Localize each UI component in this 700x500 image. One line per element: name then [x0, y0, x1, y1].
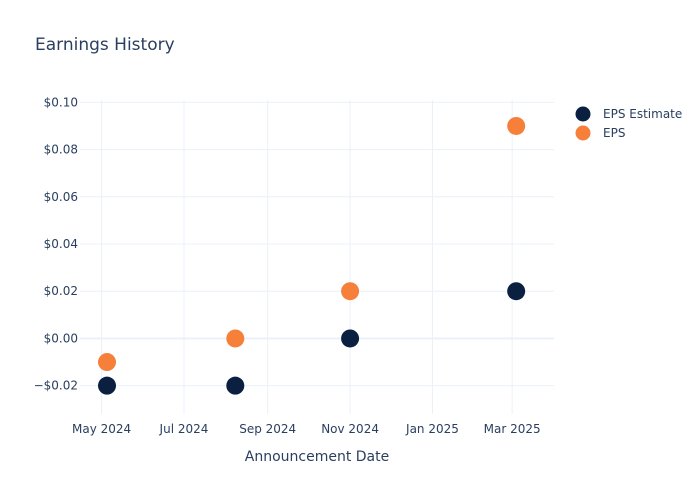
- x-axis-ticks: May 2024 Jul 2024 Sep 2024 Nov 2024 Jan 2025…: [72, 422, 541, 436]
- y-tick-label: −$0.02: [34, 379, 78, 393]
- x-axis-title: Announcement Date: [245, 449, 389, 465]
- x-tick-label: Nov 2024: [321, 422, 379, 436]
- data-point[interactable]: [98, 353, 117, 372]
- y-tick-label: $0.06: [44, 190, 78, 204]
- chart-title: Earnings History: [35, 35, 175, 55]
- legend-label: EPS: [603, 126, 625, 140]
- data-point[interactable]: [98, 376, 117, 395]
- legend-marker: [575, 125, 591, 141]
- legend-item[interactable]: EPS: [575, 125, 626, 141]
- y-axis-ticks: −$0.02 $0.00 $0.02 $0.04 $0.06 $0.08 $0.10: [34, 95, 78, 392]
- x-tick-label: Jul 2024: [159, 422, 209, 436]
- x-tick-label: May 2024: [72, 422, 131, 436]
- legend-label: EPS Estimate: [603, 107, 682, 121]
- x-tick-label: Mar 2025: [484, 422, 541, 436]
- legend[interactable]: EPS Estimate EPS: [575, 106, 683, 141]
- data-point[interactable]: [507, 116, 526, 135]
- data-point[interactable]: [226, 376, 245, 395]
- y-tick-label: $0.10: [44, 95, 78, 109]
- data-point[interactable]: [341, 282, 360, 301]
- x-tick-label: Sep 2024: [239, 422, 296, 436]
- y-tick-label: $0.08: [44, 143, 78, 157]
- legend-item[interactable]: EPS Estimate: [575, 106, 683, 122]
- data-point[interactable]: [341, 329, 360, 348]
- y-tick-label: $0.02: [44, 284, 78, 298]
- grid-layer: [80, 100, 554, 414]
- data-point[interactable]: [507, 282, 526, 301]
- data-point[interactable]: [226, 329, 245, 348]
- y-tick-label: $0.00: [44, 331, 78, 345]
- x-tick-label: Jan 2025: [405, 422, 459, 436]
- legend-marker: [575, 106, 591, 122]
- data-points: [98, 116, 526, 395]
- y-tick-label: $0.04: [44, 237, 78, 251]
